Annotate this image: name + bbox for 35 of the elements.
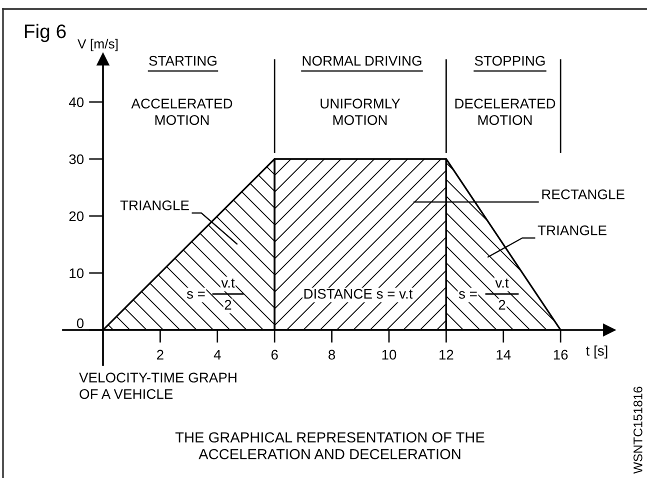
x-tick-label: 8 [328,350,336,360]
annotation: STARTING [149,56,216,66]
y-tick-label: 10 [70,268,84,278]
annotation: s = [186,291,205,299]
x-tick-label: 16 [554,350,568,360]
text: VELOCITY-TIME GRAPH OF A VEHICLE [79,372,236,399]
annotation: s = [458,291,477,299]
y-tick-label: 40 [68,97,84,108]
y-tick-label: 0 [76,318,84,328]
caption: Fig 6 [24,24,66,42]
annotation: TRIANGLE [538,225,606,236]
annotation: v.t [221,278,235,288]
x-axis-title: t [s] [586,346,608,358]
annotation: STOPPING [474,56,545,66]
annotation: UNIFORMLY MOTION [320,98,400,125]
annotation: 2 [498,300,506,310]
annotation: TRIANGLE [120,200,189,210]
annotation: 2 [224,300,232,310]
annotation: RECTANGLE [542,189,624,200]
text: WSNTC151816 [634,386,642,474]
text: THE GRAPHICAL REPRESENTATION OF THE ACCELERATION AND DECELERATION [175,432,484,460]
annotation: ACCELERATED MOTION [131,98,232,125]
annotation: NORMAL DRIVING [302,56,422,66]
y-tick-label: 20 [69,211,84,222]
x-tick-label: 4 [214,350,221,360]
x-tick-label: 6 [271,350,278,360]
annotation: v.t [495,278,509,288]
x-tick-label: 2 [157,350,164,360]
x-tick-label: 10 [382,350,396,360]
y-axis-title: V [m/s] [78,38,118,52]
annotation: DISTANCE s = v.t [304,288,413,299]
annotation: DECELERATED MOTION [455,98,556,125]
y-tick-label: 30 [69,154,84,164]
x-tick-label: 14 [496,350,511,360]
x-tick-label: 12 [440,350,454,360]
